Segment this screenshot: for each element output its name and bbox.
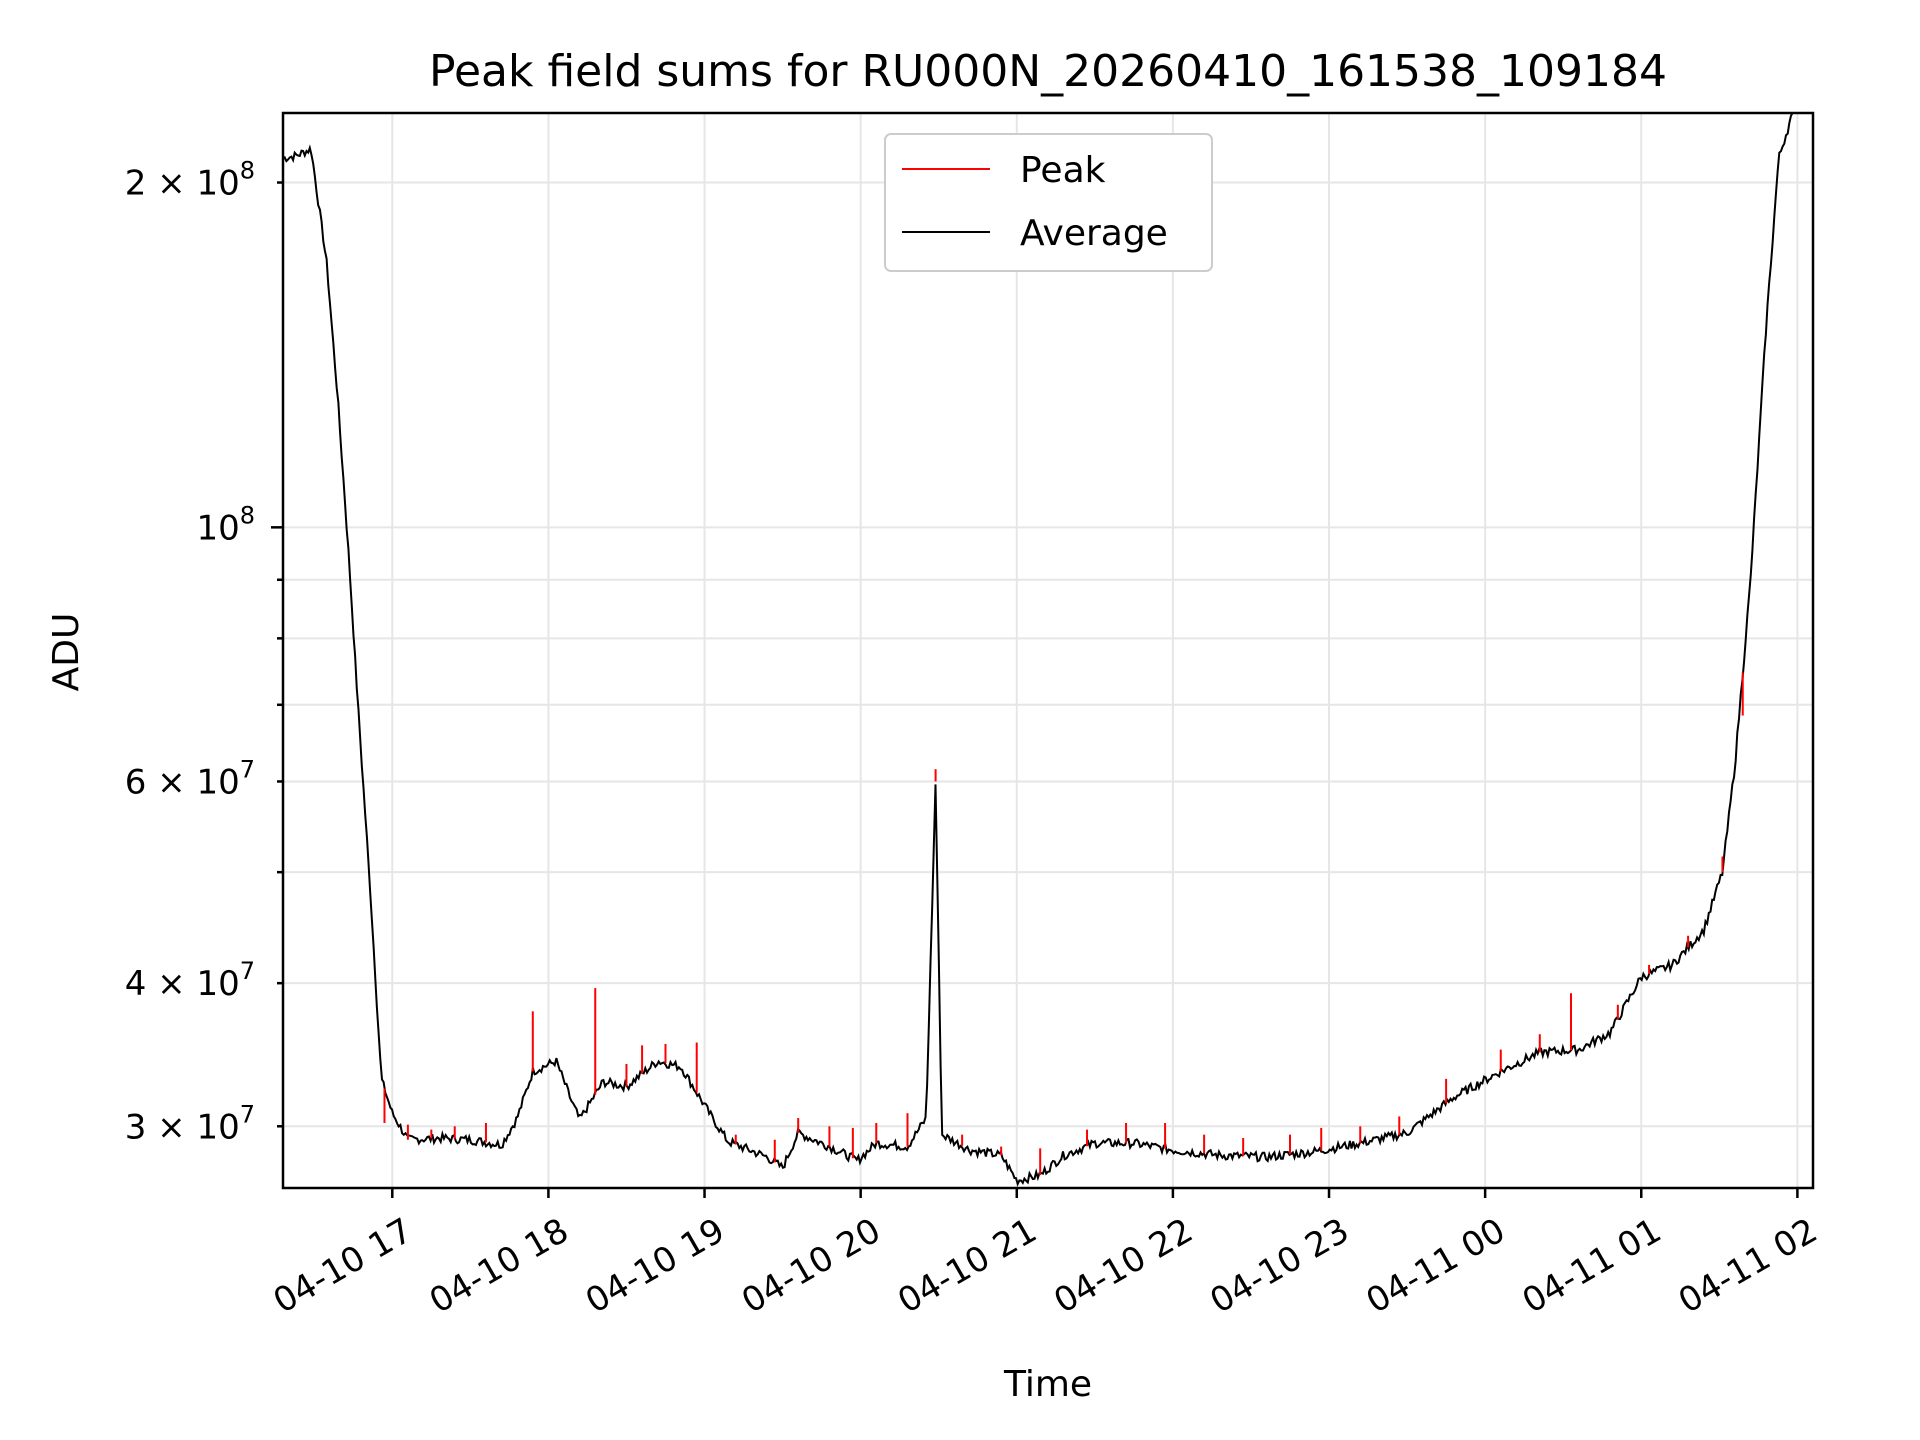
series-average-line bbox=[282, 112, 1794, 1187]
chart-title: Peak field sums for RU000N_20260410_1615… bbox=[429, 46, 1667, 97]
y-minor-tick-label: 4 × 107 bbox=[125, 957, 255, 1004]
grid bbox=[283, 113, 1813, 1188]
plot-area-frame bbox=[281, 111, 1815, 1190]
y-minor-tick-label: 3 × 107 bbox=[125, 1100, 255, 1147]
legend-average-label: Average bbox=[1020, 213, 1168, 254]
series-peak-layer bbox=[383, 672, 1744, 1176]
y-major-tick-label: 108 bbox=[196, 501, 255, 548]
y-minor-tick-label: 2 × 108 bbox=[125, 157, 255, 204]
legend-peak-label: Peak bbox=[1020, 150, 1106, 191]
y-minor-tick-label: 6 × 107 bbox=[125, 755, 255, 802]
y-axis-label: ADU bbox=[46, 613, 87, 692]
legend: Peak Average bbox=[884, 133, 1213, 272]
x-axis-label: Time bbox=[1003, 1364, 1092, 1405]
series-average-layer bbox=[282, 112, 1794, 1187]
